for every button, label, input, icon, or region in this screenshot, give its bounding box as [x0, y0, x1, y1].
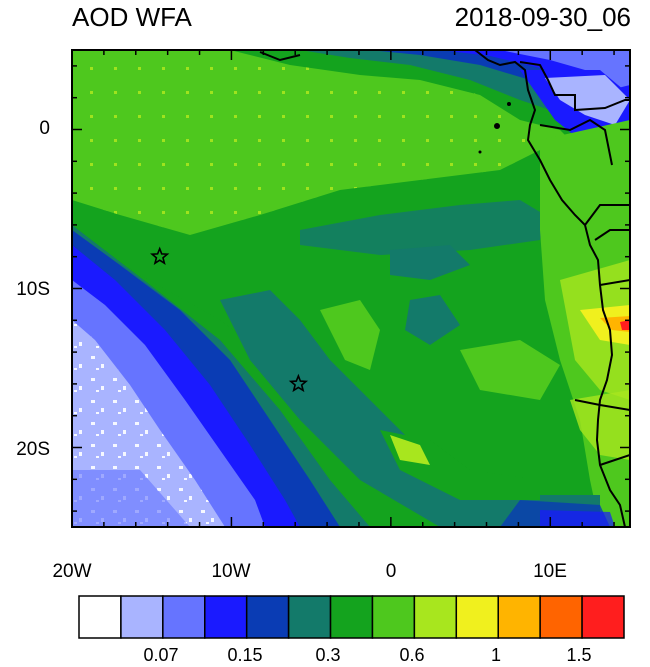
station-markers	[150, 246, 309, 393]
map-title: AOD WFA	[72, 2, 192, 32]
axis-ticks	[71, 50, 630, 527]
y-tick-label-20s: 20S	[16, 439, 50, 460]
colorbar-label-0-6: 0.6	[399, 645, 425, 665]
colorbar-swatch	[287, 595, 332, 639]
y-tick-label-0: 0	[39, 118, 50, 139]
colorbar-swatch	[204, 595, 248, 639]
colorbar-swatch	[413, 595, 458, 639]
x-tick-label-20w: 20W	[52, 561, 92, 582]
y-tick-label-10s: 10S	[16, 279, 50, 300]
aod-field	[72, 50, 630, 527]
star-marker-south	[288, 373, 309, 393]
colorbar-swatch	[78, 595, 122, 639]
map-timestamp: 2018-09-30_06	[454, 2, 631, 32]
colorbar-swatch	[329, 595, 374, 639]
coastline	[259, 50, 630, 527]
colorbar	[78, 595, 625, 639]
star-marker-north	[150, 246, 170, 265]
colorbar-label-1-5: 1.5	[566, 645, 592, 665]
colorbar-swatch	[497, 595, 541, 639]
colorbar-swatch	[371, 595, 416, 639]
colorbar-swatch	[581, 595, 625, 639]
x-tick-label-0: 0	[385, 561, 397, 582]
colorbar-swatch	[245, 595, 290, 639]
x-tick-label-10e: 10E	[533, 561, 567, 582]
colorbar-label-1: 1	[490, 645, 501, 665]
colorbar-label-0-15: 0.15	[227, 645, 263, 665]
x-tick-label-10w: 10W	[211, 561, 251, 582]
colorbar-label-0-3: 0.3	[315, 645, 341, 665]
colorbar-swatch	[539, 595, 583, 639]
colorbar-swatch	[455, 595, 499, 639]
colorbar-swatch	[162, 595, 206, 639]
colorbar-swatch	[120, 595, 164, 639]
colorbar-label-0-07: 0.07	[143, 645, 179, 665]
